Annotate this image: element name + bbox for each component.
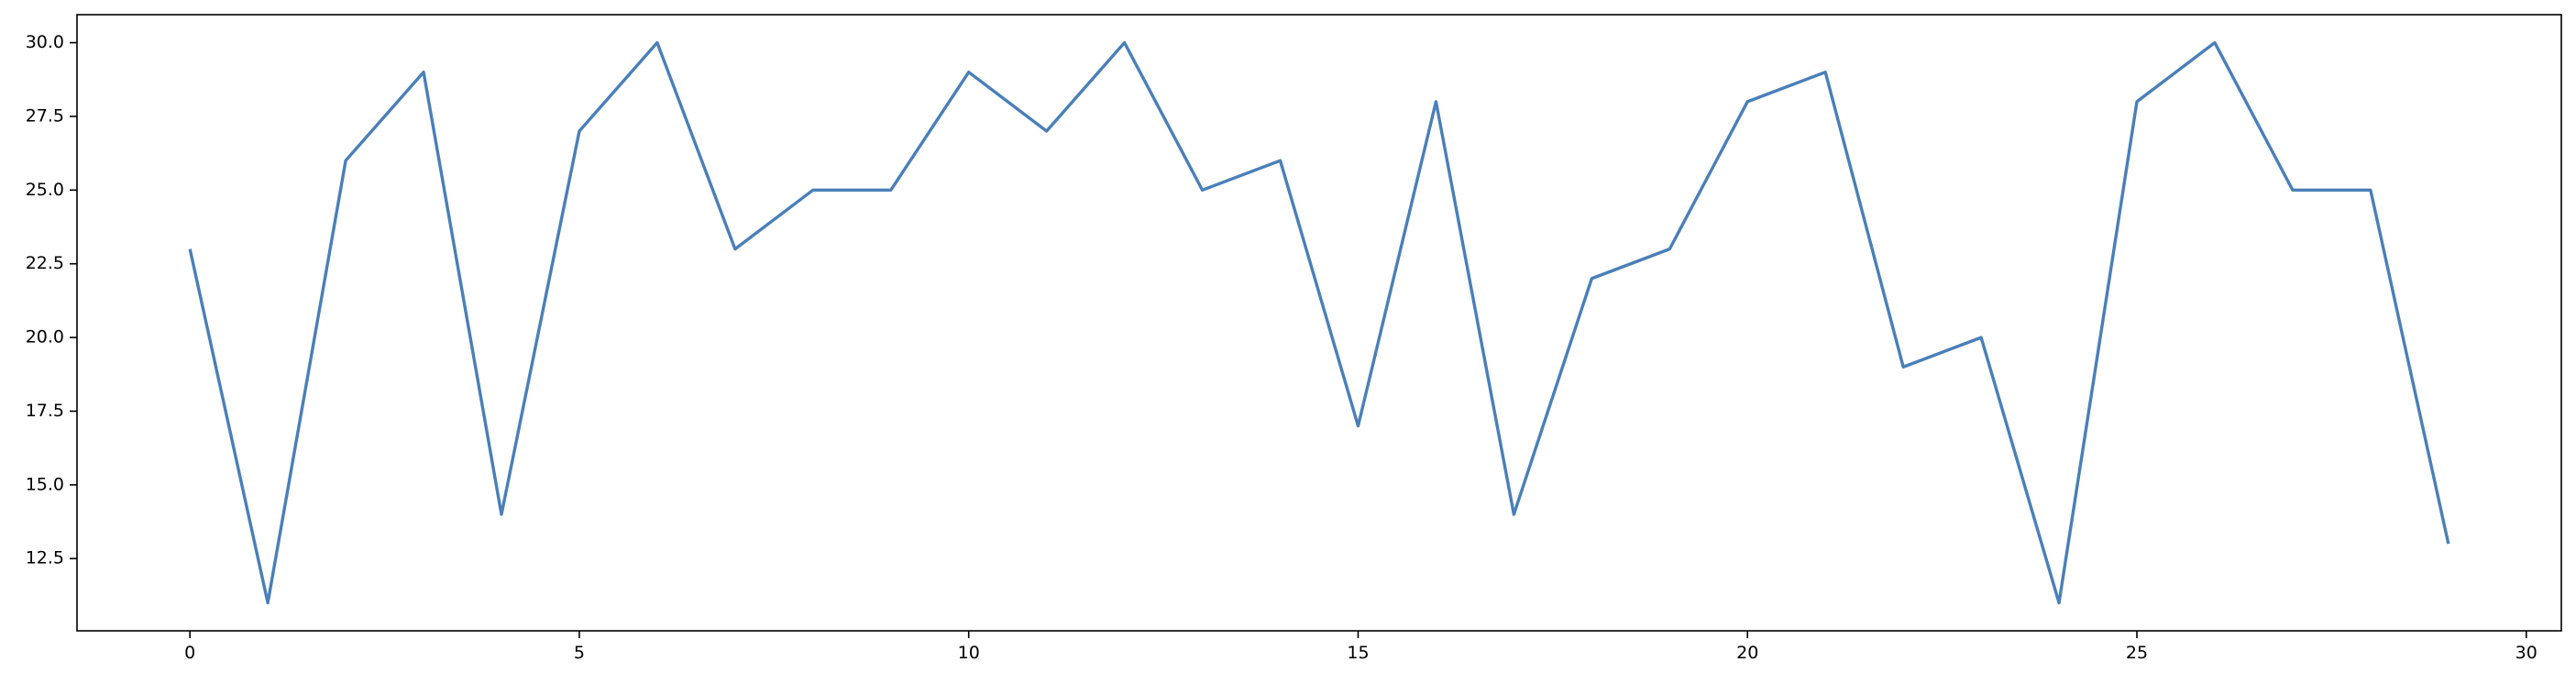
x-tick-label: 20 <box>1736 643 1758 663</box>
y-tick-label: 27.5 <box>26 105 64 126</box>
y-axis: 12.5 15.0 17.5 20.0 22.5 25.0 27.5 30.0 <box>26 32 77 568</box>
x-tick-label: 30 <box>2515 643 2537 663</box>
y-tick-label: 25.0 <box>26 180 64 200</box>
y-tick-label: 17.5 <box>26 401 64 421</box>
y-tick-label: 30.0 <box>26 32 64 52</box>
series-layer <box>188 40 2450 605</box>
y-tick-label: 15.0 <box>26 474 64 494</box>
x-axis: 0 5 10 15 20 25 30 <box>184 631 2537 663</box>
y-tick-label: 20.0 <box>26 327 64 348</box>
series-line <box>188 40 2450 605</box>
x-tick-label: 0 <box>184 643 195 663</box>
plot-frame <box>76 14 2562 632</box>
x-tick-label: 5 <box>574 643 585 663</box>
x-tick-label: 25 <box>2126 643 2148 663</box>
y-tick-label: 22.5 <box>26 253 64 273</box>
x-tick-label: 10 <box>958 643 980 663</box>
x-tick-label: 15 <box>1347 643 1369 663</box>
y-tick-label: 12.5 <box>26 548 64 568</box>
